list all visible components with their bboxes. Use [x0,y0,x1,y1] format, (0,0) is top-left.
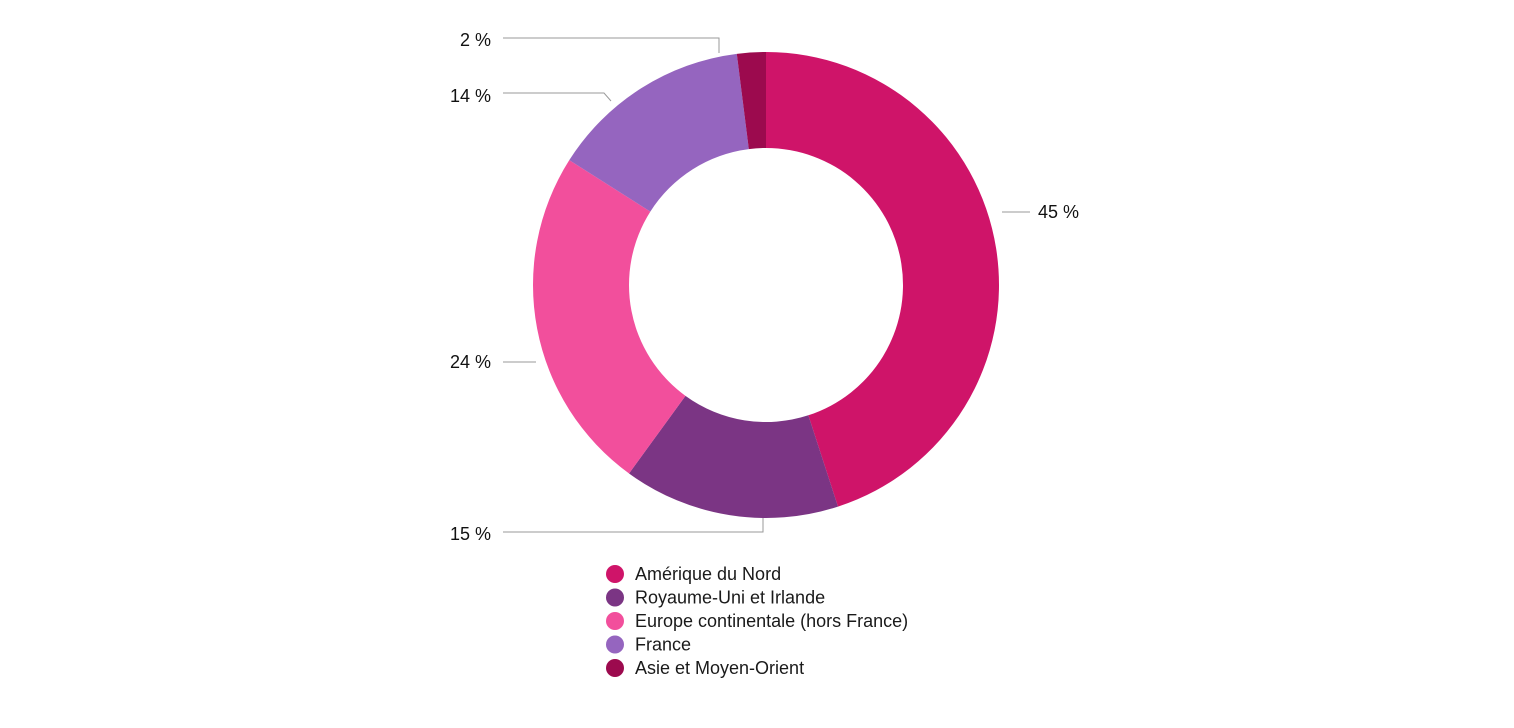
legend-swatch [606,565,624,583]
legend-label: Asie et Moyen-Orient [635,658,804,678]
value-label-amerique-du-nord: 45 % [1038,202,1079,222]
slice-asie-et-moyen-orient [736,52,766,150]
value-label-asie-et-moyen-orient: 2 % [460,30,491,50]
slice-royaume-uni-et-irlande [629,395,839,519]
legend-item-europe-continentale-hors-france: Europe continentale (hors France) [606,611,908,631]
leader-line-france [503,92,612,102]
legend-swatch [606,588,624,607]
leader-line-asie-et-moyen-orient [503,37,720,53]
legend-label: Amérique du Nord [635,564,781,584]
value-label-france: 14 % [450,86,491,106]
legend-swatch [606,659,624,677]
leader-line-royaume-uni-et-irlande [503,518,764,533]
value-labels-group: 45 % 15 % 24 % 14 % 2 % [450,30,1079,544]
legend-swatch [606,635,624,654]
legend: Amérique du Nord Royaume-Uni et Irlande Eu… [606,564,908,678]
legend-label: Royaume-Uni et Irlande [635,588,825,608]
slice-europe-continentale-hors-france [533,160,686,474]
legend-label: France [635,635,691,655]
value-label-royaume-uni-et-irlande: 15 % [450,524,491,544]
legend-item-royaume-uni-et-irlande: Royaume-Uni et Irlande [606,588,825,608]
legend-item-amerique-du-nord: Amérique du Nord [606,564,781,584]
legend-swatch [606,612,624,630]
leader-lines-group [503,37,1030,533]
slice-france [569,53,749,212]
legend-item-france: France [606,635,691,655]
value-label-europe-continentale-hors-france: 24 % [450,352,491,372]
slices-group [533,52,999,519]
legend-label: Europe continentale (hors France) [635,611,908,631]
legend-item-asie-et-moyen-orient: Asie et Moyen-Orient [606,658,804,678]
slice-amerique-du-nord [766,52,999,507]
